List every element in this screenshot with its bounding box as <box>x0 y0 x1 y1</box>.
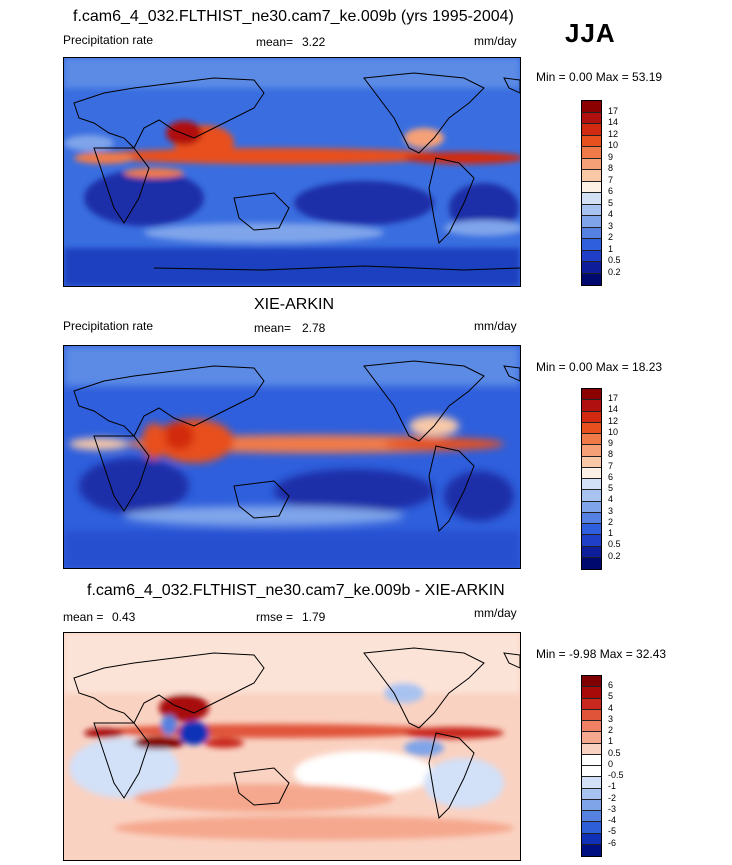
panel3-rmse-label: rmse = <box>256 610 294 624</box>
panel2-variable-label: Precipitation rate <box>63 319 154 333</box>
panel2-mean-label: mean= <box>254 321 292 335</box>
panel3-mean-label: mean = <box>63 610 104 624</box>
colorbar-tick: 3 <box>608 714 614 724</box>
colorbar-tick: 17 <box>608 106 619 116</box>
colorbar-tick: 6 <box>608 680 614 690</box>
panel1-colorbar <box>581 100 602 286</box>
panel3-units: mm/day <box>474 606 517 620</box>
colorbar-tick: -1 <box>608 781 617 791</box>
colorbar-tick: 6 <box>608 186 614 196</box>
panel3-minmax: Min = -9.98 Max = 32.43 <box>536 647 667 661</box>
colorbar-tick: -3 <box>608 804 617 814</box>
colorbar-tick: 0.5 <box>608 255 621 265</box>
panel1-variable-label: Precipitation rate <box>63 33 154 47</box>
colorbar-tick: 14 <box>608 404 619 414</box>
colorbar-tick: 5 <box>608 198 614 208</box>
colorbar-tick: 0.5 <box>608 539 621 549</box>
colorbar-tick: -2 <box>608 793 617 803</box>
colorbar-tick: 5 <box>608 691 614 701</box>
colorbar-tick: 1 <box>608 528 614 538</box>
panel1-mean-value: 3.22 <box>302 35 326 49</box>
colorbar-tick: -4 <box>608 815 617 825</box>
colorbar-tick: 4 <box>608 494 614 504</box>
colorbar-tick: 7 <box>608 461 614 471</box>
colorbar-tick: 0.2 <box>608 551 621 561</box>
panel1-mean-label: mean= <box>256 35 294 49</box>
colorbar-tick: -5 <box>608 826 617 836</box>
season-label: JJA <box>565 18 616 48</box>
colorbar-tick: 10 <box>608 140 619 150</box>
colorbar-tick: 2 <box>608 725 614 735</box>
colorbar-tick: 5 <box>608 483 614 493</box>
colorbar-tick: 3 <box>608 506 614 516</box>
colorbar-tick: 10 <box>608 427 619 437</box>
colorbar-tick: 1 <box>608 736 614 746</box>
colorbar-tick: 1 <box>608 244 614 254</box>
panel2-minmax: Min = 0.00 Max = 18.23 <box>536 360 663 374</box>
panel2-map <box>63 345 521 569</box>
colorbar-tick: 9 <box>608 438 614 448</box>
panel1-units: mm/day <box>474 34 517 48</box>
colorbar-tick: 2 <box>608 232 614 242</box>
colorbar-tick: 8 <box>608 163 614 173</box>
colorbar-tick: 3 <box>608 221 614 231</box>
colorbar-tick: 0.5 <box>608 748 621 758</box>
colorbar-tick: 2 <box>608 517 614 527</box>
panel1-title: f.cam6_4_032.FLTHIST_ne30.cam7_ke.009b (… <box>73 8 514 25</box>
colorbar-tick: -6 <box>608 838 617 848</box>
colorbar-tick: 12 <box>608 416 619 426</box>
colorbar-tick: 4 <box>608 209 614 219</box>
colorbar-tick: 7 <box>608 175 614 185</box>
colorbar-tick: 8 <box>608 449 614 459</box>
colorbar-tick: 12 <box>608 129 619 139</box>
panel3-title: f.cam6_4_032.FLTHIST_ne30.cam7_ke.009b -… <box>87 582 505 599</box>
panel3-rmse-value: 1.79 <box>302 610 326 624</box>
panel3-colorbar <box>581 675 602 857</box>
colorbar-tick: 6 <box>608 472 614 482</box>
colorbar-tick: 9 <box>608 152 614 162</box>
colorbar-tick: 14 <box>608 117 619 127</box>
colorbar-tick: 0 <box>608 759 614 769</box>
colorbar-tick: -0.5 <box>608 770 624 780</box>
panel2-mean-value: 2.78 <box>302 321 326 335</box>
panel2-units: mm/day <box>474 319 517 333</box>
colorbar-tick: 4 <box>608 703 614 713</box>
panel3-mean-value: 0.43 <box>112 610 136 624</box>
colorbar-tick: 17 <box>608 393 619 403</box>
panel2-title: XIE-ARKIN <box>254 296 335 313</box>
colorbar-tick: 0.2 <box>608 267 621 277</box>
panel2-colorbar <box>581 388 602 570</box>
panel3-map <box>63 632 521 861</box>
panel1-map <box>63 57 521 287</box>
panel1-minmax: Min = 0.00 Max = 53.19 <box>536 70 663 84</box>
